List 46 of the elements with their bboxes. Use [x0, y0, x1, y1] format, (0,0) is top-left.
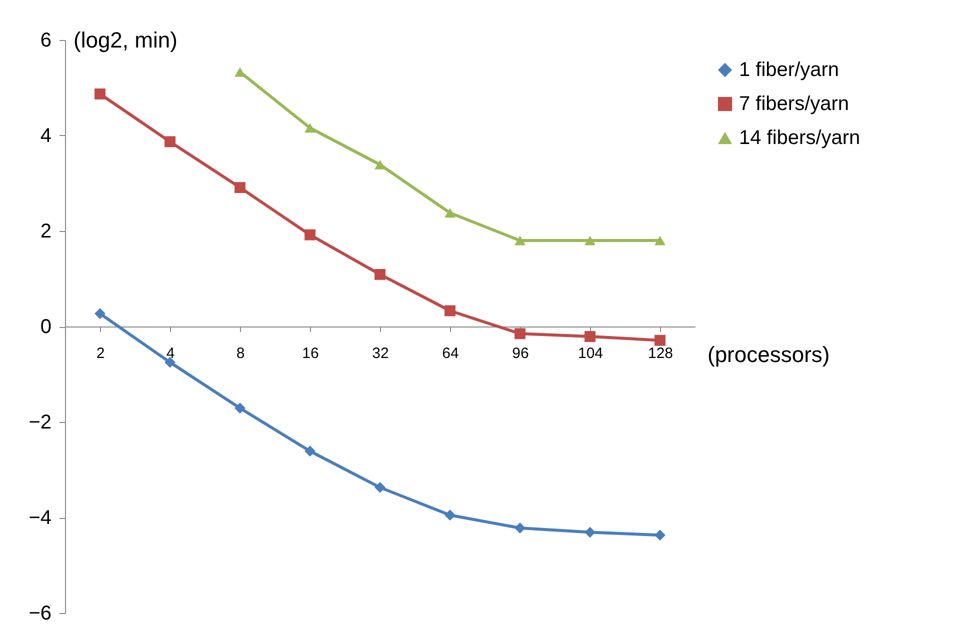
point	[304, 446, 316, 457]
point	[374, 268, 386, 280]
point	[234, 67, 246, 77]
point	[584, 236, 596, 246]
point	[514, 328, 526, 340]
point	[234, 182, 246, 194]
x-tick-label: 8	[236, 345, 245, 362]
y-tick-label: 0	[40, 316, 52, 338]
x-tick-label: 16	[302, 345, 319, 362]
point	[444, 305, 456, 316]
point	[584, 331, 596, 342]
point	[164, 356, 176, 368]
point	[444, 510, 456, 521]
point	[374, 160, 386, 170]
point	[654, 530, 666, 541]
point	[234, 402, 246, 414]
point	[514, 236, 526, 246]
point	[584, 526, 596, 538]
point	[374, 482, 386, 493]
point	[164, 136, 176, 148]
point	[514, 522, 526, 534]
x-tick-label: 32	[372, 345, 389, 362]
point	[654, 236, 666, 246]
x-tick-label: 128	[648, 345, 674, 362]
x-axis-title: (processors)	[708, 342, 830, 367]
point	[444, 208, 456, 218]
x-tick-label: 2	[96, 345, 105, 362]
legend-label: 1 fiber/yarn	[739, 59, 840, 81]
point	[94, 88, 106, 100]
y-tick-label: −6	[28, 602, 52, 624]
y-tick-label: −2	[28, 412, 52, 434]
y-axis-title: (log2, min)	[74, 28, 178, 52]
point	[304, 123, 316, 133]
point	[304, 229, 316, 240]
y-tick-label: 2	[40, 220, 52, 242]
y-tick-label: 4	[40, 125, 52, 147]
x-tick-label: 4	[166, 345, 175, 362]
x-tick-label: 64	[442, 345, 459, 362]
y-tick-label: −4	[28, 507, 52, 529]
y-tick-label: 6	[40, 30, 52, 52]
legend-label: 14 fibers/yarn	[739, 127, 860, 149]
point	[654, 334, 666, 346]
legend-label: 7 fibers/yarn	[739, 93, 850, 115]
x-tick-label: 96	[512, 345, 529, 362]
x-tick-label: 104	[578, 345, 604, 362]
point	[94, 308, 106, 320]
